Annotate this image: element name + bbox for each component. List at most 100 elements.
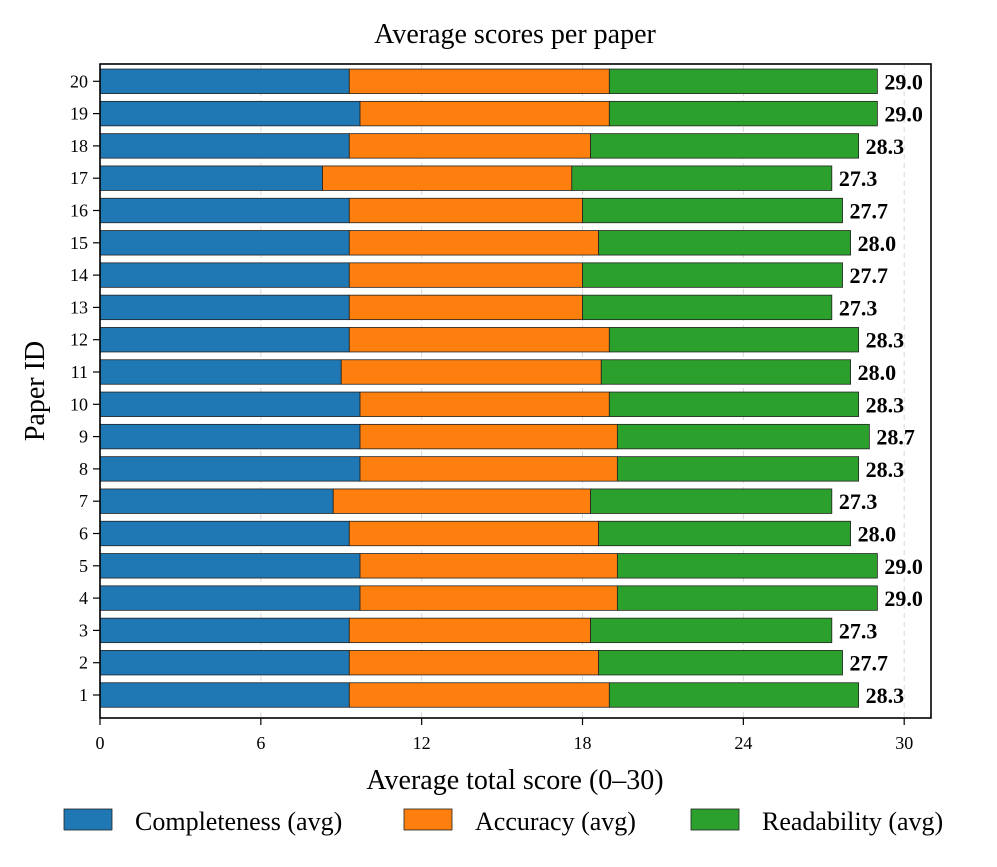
bar-paper-20-series-1: [99, 68, 350, 94]
bar-paper-9-series-2: [359, 423, 618, 450]
bar-paper-11-series-3: [600, 359, 851, 385]
bar-paper-13-series-1: [99, 294, 350, 321]
y-tick-label-5: 5: [79, 556, 88, 576]
total-label-paper-17: 27.3: [839, 166, 878, 191]
y-tick-label-18: 18: [70, 136, 88, 156]
y-tick-label-8: 8: [79, 459, 88, 479]
x-tick-label-18: 18: [574, 733, 592, 753]
bar-paper-12-series-1: [99, 327, 350, 353]
bar-paper-2-series-1: [99, 650, 350, 676]
bar-paper-4-series-1: [99, 585, 361, 611]
bar-paper-1-series-1: [99, 682, 350, 708]
total-label-paper-2: 27.7: [850, 651, 889, 676]
total-label-paper-6: 28.0: [858, 522, 897, 547]
total-label-paper-11: 28.0: [858, 360, 897, 385]
bar-paper-10-series-1: [99, 391, 361, 417]
bar-paper-3-series-1: [99, 617, 350, 644]
bar-paper-16-series-2: [348, 197, 583, 224]
bar-paper-5-series-1: [99, 553, 361, 579]
bars: [99, 68, 878, 708]
bar-paper-20-series-3: [608, 68, 878, 94]
bar-paper-4-series-3: [616, 585, 878, 611]
legend-label-1: Completeness (avg): [135, 807, 342, 836]
total-label-paper-19: 29.0: [884, 102, 923, 127]
bar-paper-14-series-1: [99, 262, 350, 288]
legend: Completeness (avg) Accuracy (avg) Readabil…: [63, 807, 943, 836]
bar-paper-7-series-2: [332, 488, 591, 514]
bar-paper-15-series-1: [99, 230, 350, 256]
bar-paper-20-series-2: [348, 68, 610, 94]
bar-paper-6-series-2: [348, 520, 599, 547]
bar-paper-6-series-1: [99, 520, 350, 547]
bar-paper-12-series-3: [608, 327, 860, 353]
bar-paper-9-series-3: [616, 423, 870, 450]
total-label-paper-4: 29.0: [884, 586, 923, 611]
bar-paper-19-series-1: [99, 100, 361, 127]
bar-paper-18-series-2: [348, 133, 591, 159]
total-label-paper-15: 28.0: [858, 231, 897, 256]
total-labels: 28.327.727.329.029.028.027.328.328.728.3…: [839, 69, 923, 708]
x-tick-label-6: 6: [256, 733, 265, 753]
y-tick-label-11: 11: [71, 362, 88, 382]
total-label-paper-13: 27.3: [839, 295, 878, 320]
y-axis-label: Paper ID: [20, 341, 51, 441]
total-label-paper-5: 29.0: [884, 554, 923, 579]
bar-paper-11-series-1: [99, 359, 342, 385]
bar-paper-8-series-3: [616, 456, 860, 482]
bar-paper-1-series-3: [608, 682, 860, 708]
bar-paper-9-series-1: [99, 423, 361, 450]
y-tick-label-14: 14: [70, 265, 88, 285]
total-label-paper-7: 27.3: [839, 489, 878, 514]
bar-paper-4-series-2: [359, 585, 618, 611]
plot-frame: [99, 63, 932, 719]
y-tick-label-3: 3: [79, 620, 88, 640]
y-tick-label-6: 6: [79, 524, 88, 544]
total-label-paper-8: 28.3: [866, 457, 905, 482]
bar-paper-13-series-3: [582, 294, 833, 321]
x-tick-label-24: 24: [734, 733, 752, 753]
chart-title: Average scores per paper: [374, 19, 656, 50]
y-tick-label-1: 1: [79, 685, 88, 705]
legend-label-3: Readability (avg): [762, 807, 943, 836]
y-tick-label-13: 13: [70, 297, 88, 317]
legend-swatch-3: [690, 808, 740, 831]
y-tick-label-4: 4: [79, 588, 88, 608]
legend-swatch-2: [403, 808, 453, 831]
total-label-paper-1: 28.3: [866, 683, 905, 708]
x-axis-label: Average total score (0–30): [366, 765, 663, 796]
x-tick-label-0: 0: [96, 733, 105, 753]
bar-paper-17-series-1: [99, 165, 323, 191]
y-tick-label-20: 20: [70, 71, 88, 91]
bar-paper-2-series-3: [598, 650, 843, 676]
bar-paper-18-series-3: [590, 133, 860, 159]
bar-paper-16-series-1: [99, 197, 350, 224]
bar-paper-15-series-2: [348, 230, 599, 256]
bar-paper-5-series-2: [359, 553, 618, 579]
y-tick-label-12: 12: [70, 330, 88, 350]
bar-paper-16-series-3: [582, 197, 843, 224]
bar-paper-3-series-3: [590, 617, 833, 644]
x-axis-ticks: 0 6 12 18 24 30: [96, 718, 913, 753]
bar-paper-10-series-3: [608, 391, 860, 417]
y-tick-label-9: 9: [79, 427, 88, 447]
y-tick-label-19: 19: [70, 104, 88, 124]
total-label-paper-14: 27.7: [850, 263, 889, 288]
bar-paper-19-series-3: [608, 100, 878, 127]
total-label-paper-18: 28.3: [866, 134, 905, 159]
y-tick-label-17: 17: [70, 168, 88, 188]
bar-paper-15-series-3: [598, 230, 851, 256]
x-tick-label-12: 12: [413, 733, 431, 753]
y-tick-label-15: 15: [70, 233, 88, 253]
bar-paper-11-series-2: [340, 359, 602, 385]
bar-paper-18-series-1: [99, 133, 350, 159]
bar-paper-5-series-3: [616, 553, 878, 579]
x-tick-label-30: 30: [895, 733, 913, 753]
y-tick-label-10: 10: [70, 394, 88, 414]
bar-paper-12-series-2: [348, 327, 610, 353]
legend-swatch-1: [63, 808, 113, 831]
total-label-paper-10: 28.3: [866, 392, 905, 417]
bar-paper-3-series-2: [348, 617, 591, 644]
total-label-paper-20: 29.0: [884, 69, 923, 94]
